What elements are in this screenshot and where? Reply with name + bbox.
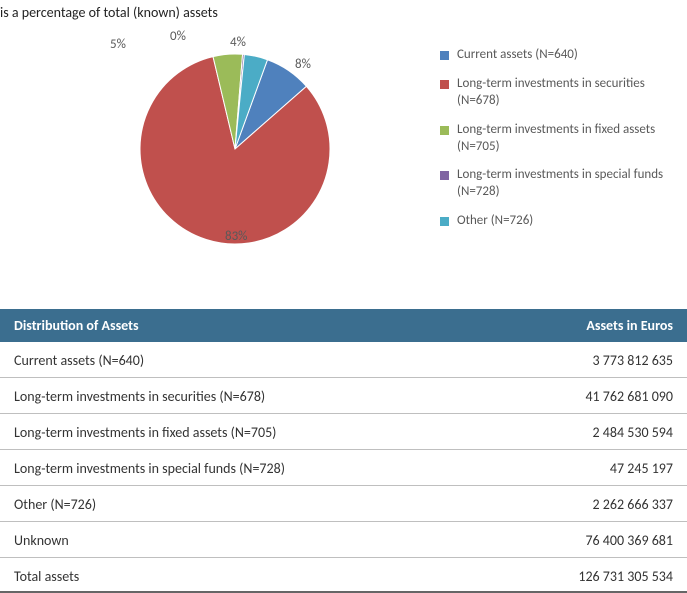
row-value: 3 773 812 635 (487, 342, 687, 378)
col-header-value: Assets in Euros (487, 309, 687, 342)
table-row: Long-term investments in securities (N=6… (0, 378, 687, 414)
pie-slice-label-0: 8% (295, 57, 311, 72)
legend-swatch-icon (440, 51, 449, 60)
legend-text: Long-term investments in fixed assets (N… (457, 122, 670, 156)
table-row: Unknown76 400 369 681 (0, 522, 687, 558)
pie-slice-label-1: 83% (225, 229, 247, 244)
caption-fragment: is a percentage of total (known) assets (0, 0, 687, 29)
row-value: 76 400 369 681 (487, 522, 687, 558)
footer-value: 126 731 305 534 (487, 558, 687, 593)
legend-text: Other (N=726) (457, 213, 670, 230)
pie-chart: 8% 83% 5% 0% 4% (0, 29, 440, 269)
legend-text: Current assets (N=640) (457, 47, 670, 64)
row-label: Unknown (0, 522, 487, 558)
row-label: Other (N=726) (0, 486, 487, 522)
chart-area: 8% 83% 5% 0% 4% Current assets (N=640) L… (0, 29, 687, 279)
legend-swatch-icon (440, 80, 449, 89)
legend-item: Current assets (N=640) (440, 47, 670, 64)
footer-label: Total assets (0, 558, 487, 593)
legend-swatch-icon (440, 126, 449, 135)
row-value: 41 762 681 090 (487, 378, 687, 414)
assets-table-wrap: Distribution of Assets Assets in Euros C… (0, 309, 687, 593)
table-row: Long-term investments in special funds (… (0, 450, 687, 486)
row-value: 2 484 530 594 (487, 414, 687, 450)
legend-swatch-icon (440, 171, 449, 180)
row-label: Long-term investments in special funds (… (0, 450, 487, 486)
table-header-row: Distribution of Assets Assets in Euros (0, 309, 687, 342)
col-header-label: Distribution of Assets (0, 309, 487, 342)
table-footer-row: Total assets 126 731 305 534 (0, 558, 687, 593)
legend-item: Other (N=726) (440, 213, 670, 230)
row-label: Long-term investments in fixed assets (N… (0, 414, 487, 450)
pie-svg (135, 49, 335, 249)
legend-swatch-icon (440, 217, 449, 226)
table-row: Current assets (N=640)3 773 812 635 (0, 342, 687, 378)
pie-slice-label-4: 4% (230, 35, 246, 50)
row-value: 47 245 197 (487, 450, 687, 486)
legend-item: Long-term investments in securities (N=6… (440, 76, 670, 110)
pie-slice-label-2: 5% (110, 37, 126, 52)
table-row: Other (N=726)2 262 666 337 (0, 486, 687, 522)
pie-slice-label-3: 0% (170, 29, 186, 44)
legend-text: Long-term investments in securities (N=6… (457, 76, 670, 110)
row-label: Long-term investments in securities (N=6… (0, 378, 487, 414)
row-label: Current assets (N=640) (0, 342, 487, 378)
legend-item: Long-term investments in special funds (… (440, 167, 670, 201)
row-value: 2 262 666 337 (487, 486, 687, 522)
table-row: Long-term investments in fixed assets (N… (0, 414, 687, 450)
legend-item: Long-term investments in fixed assets (N… (440, 122, 670, 156)
assets-table: Distribution of Assets Assets in Euros C… (0, 309, 687, 593)
legend-text: Long-term investments in special funds (… (457, 167, 670, 201)
legend: Current assets (N=640) Long-term investm… (440, 29, 670, 242)
